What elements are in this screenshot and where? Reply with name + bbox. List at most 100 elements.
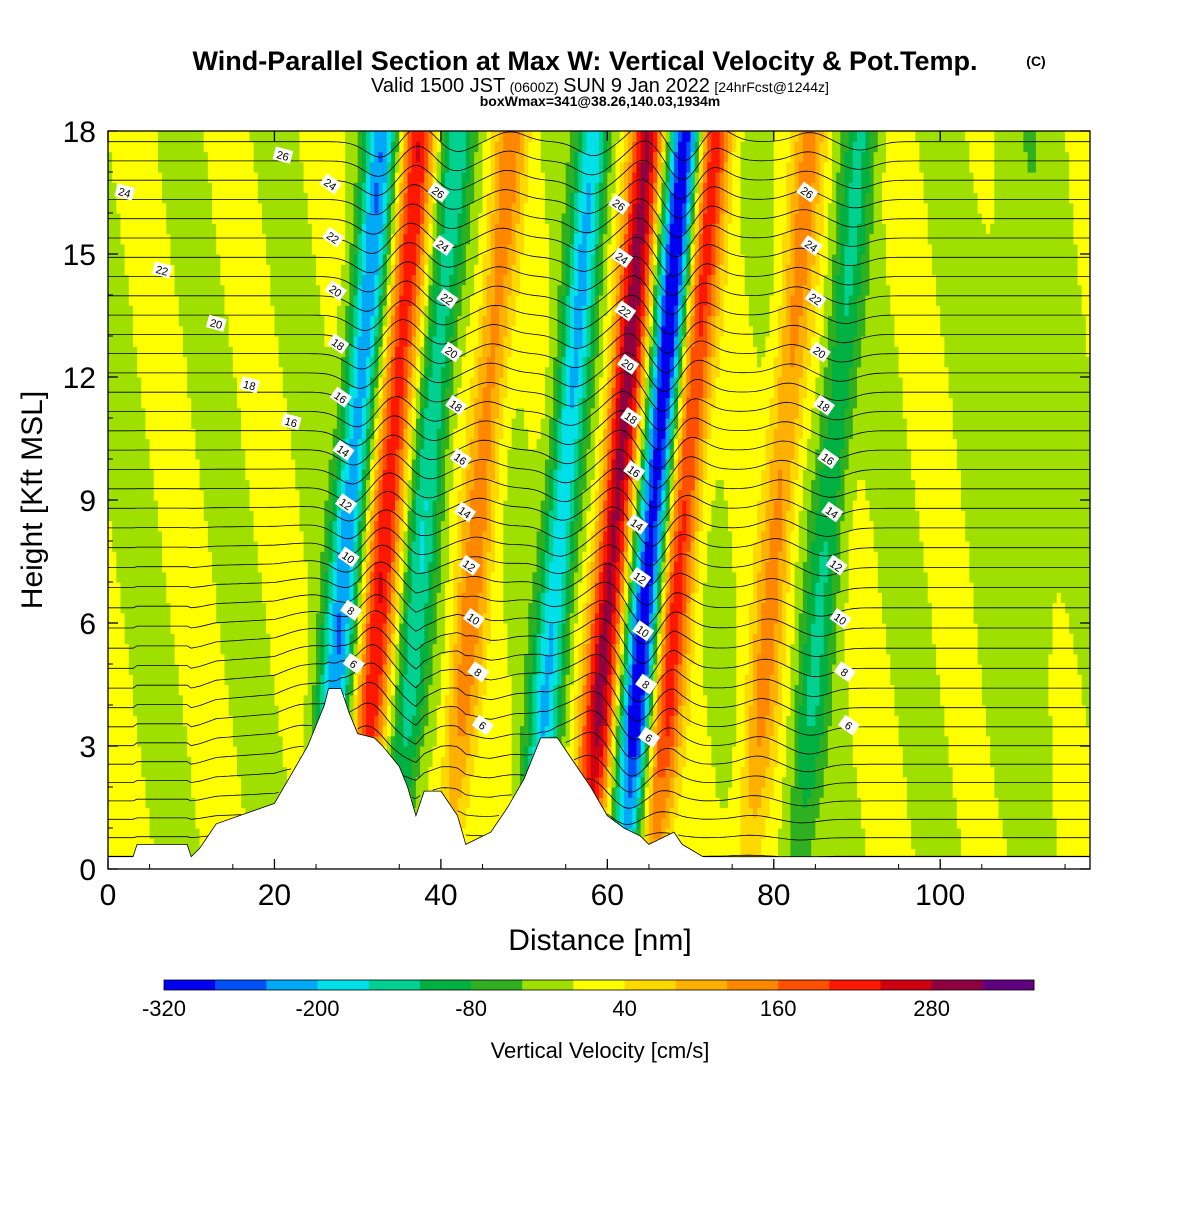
velocity-cell — [108, 223, 113, 235]
velocity-cell — [170, 284, 176, 296]
velocity-cell — [241, 705, 246, 716]
velocity-cell — [174, 787, 180, 798]
velocity-cell — [228, 305, 234, 317]
velocity-cell — [174, 817, 180, 829]
velocity-cell — [162, 571, 167, 583]
velocity-cell — [170, 469, 176, 481]
velocity-cell — [282, 633, 288, 645]
velocity-cell — [307, 161, 313, 173]
velocity-cell — [132, 223, 138, 235]
velocity-cell — [365, 243, 371, 255]
velocity-cell — [116, 407, 122, 419]
velocity-cell — [216, 254, 221, 265]
velocity-cell — [124, 500, 130, 511]
velocity-cell — [328, 141, 334, 153]
velocity-cell — [124, 397, 130, 409]
velocity-cell — [411, 479, 417, 491]
velocity-cell — [274, 397, 280, 409]
velocity-cell — [270, 459, 276, 470]
velocity-cell — [403, 243, 409, 255]
velocity-cell — [374, 469, 380, 481]
velocity-cell — [162, 172, 167, 183]
velocity-cell — [341, 264, 346, 276]
velocity-cell — [162, 223, 167, 235]
velocity-cell — [166, 254, 172, 265]
velocity-cell — [220, 305, 226, 317]
velocity-cell — [378, 448, 384, 460]
velocity-cell — [399, 725, 405, 737]
velocity-cell — [286, 428, 292, 440]
velocity-cell — [349, 274, 355, 286]
velocity-cell — [170, 715, 176, 727]
velocity-cell — [241, 612, 246, 624]
velocity-cell — [291, 192, 296, 204]
velocity-cell — [411, 213, 417, 224]
velocity-cell — [382, 725, 388, 737]
velocity-cell — [137, 448, 142, 460]
velocity-cell — [199, 705, 205, 716]
velocity-cell — [116, 725, 122, 737]
velocity-cell — [236, 202, 242, 214]
velocity-cell — [382, 643, 388, 655]
velocity-cell — [170, 305, 176, 317]
velocity-cell — [178, 459, 184, 470]
velocity-cell — [195, 131, 201, 142]
velocity-cell — [307, 479, 313, 491]
velocity-cell — [145, 725, 151, 737]
velocity-cell — [274, 479, 280, 491]
velocity-cell — [282, 582, 288, 593]
velocity-cell — [286, 407, 292, 419]
velocity-cell — [141, 397, 147, 409]
velocity-cell — [336, 172, 342, 183]
velocity-cell — [390, 633, 396, 645]
velocity-cell — [257, 479, 263, 491]
velocity-cell — [141, 141, 147, 153]
velocity-cell — [370, 274, 375, 286]
velocity-cell — [249, 684, 255, 696]
velocity-cell — [395, 366, 400, 378]
velocity-cell — [132, 182, 138, 194]
velocity-cell — [170, 684, 176, 696]
velocity-cell — [149, 325, 155, 337]
velocity-cell — [112, 828, 117, 839]
velocity-cell — [311, 336, 317, 347]
velocity-cell — [420, 131, 425, 142]
velocity-cell — [220, 766, 226, 778]
velocity-cell — [328, 305, 334, 317]
velocity-cell — [120, 315, 126, 327]
velocity-cell — [212, 448, 217, 460]
velocity-cell — [420, 551, 425, 563]
velocity-cell — [365, 459, 371, 470]
velocity-cell — [241, 725, 246, 737]
velocity-cell — [320, 664, 325, 675]
velocity-cell — [374, 459, 380, 470]
velocity-cell — [266, 694, 271, 706]
velocity-cell — [341, 223, 346, 235]
velocity-cell — [128, 694, 134, 706]
velocity-cell — [336, 264, 342, 276]
velocity-cell — [149, 510, 155, 522]
velocity-cell — [174, 407, 180, 419]
velocity-cell — [216, 264, 221, 276]
velocity-cell — [420, 725, 425, 737]
velocity-cell — [361, 725, 367, 737]
velocity-cell — [178, 664, 184, 675]
velocity-cell — [116, 674, 122, 686]
velocity-cell — [345, 612, 350, 624]
velocity-cell — [199, 295, 205, 306]
velocity-cell — [157, 551, 163, 563]
velocity-cell — [228, 172, 234, 183]
velocity-cell — [112, 151, 117, 163]
velocity-cell — [311, 377, 317, 388]
velocity-cell — [282, 602, 288, 614]
velocity-cell — [361, 254, 367, 265]
velocity-cell — [132, 192, 138, 204]
velocity-cell — [178, 428, 184, 440]
velocity-cell — [199, 161, 205, 173]
velocity-cell — [141, 684, 147, 696]
velocity-cell — [395, 397, 400, 409]
velocity-cell — [390, 746, 396, 757]
velocity-cell — [228, 674, 234, 686]
velocity-cell — [191, 284, 196, 296]
velocity-cell — [207, 151, 213, 163]
